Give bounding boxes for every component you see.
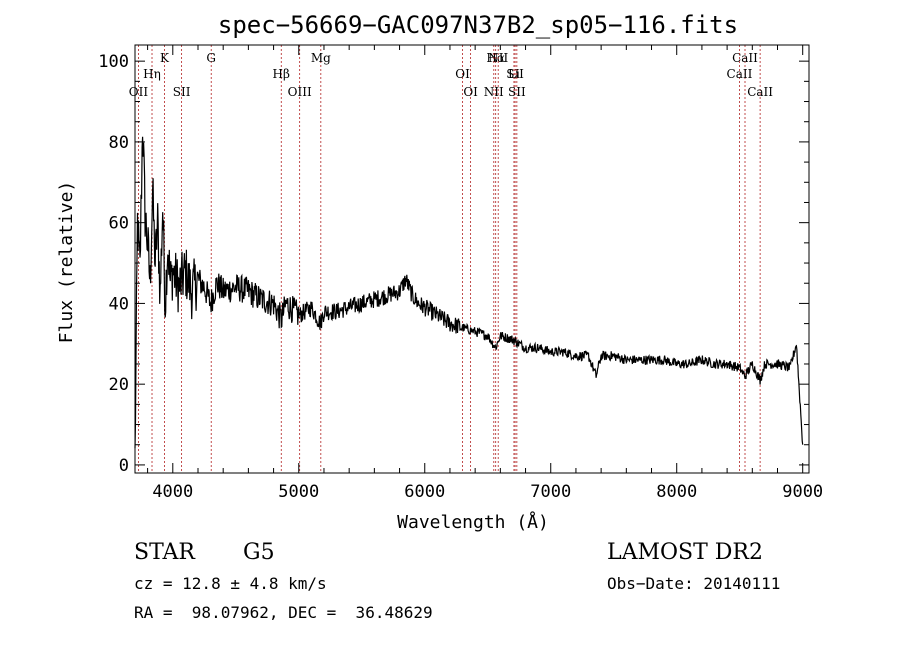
spectral-line-label: SII xyxy=(173,85,191,99)
spectral-line-label: K xyxy=(160,51,170,65)
spectral-line-label: OI xyxy=(463,85,478,99)
redshift-cz: cz = 12.8 ± 4.8 km/s xyxy=(134,574,327,593)
y-tick-label: 0 xyxy=(119,456,129,476)
x-tick-label: 5000 xyxy=(278,482,319,502)
y-tick-label: 60 xyxy=(109,214,129,234)
spectral-line-label: Li xyxy=(508,67,520,81)
y-tick-label: 40 xyxy=(109,294,129,314)
y-axis-label: Flux (relative) xyxy=(56,181,77,344)
spectral-line-label: Hβ xyxy=(273,67,290,81)
ra-dec-coordinates: RA = 98.07962, DEC = 36.48629 xyxy=(134,603,433,622)
y-tick-label: 80 xyxy=(109,133,129,153)
plot-frame xyxy=(134,44,810,474)
spectral-line-label: G xyxy=(206,51,216,65)
spectral-line-label: OI xyxy=(455,67,470,81)
y-tick-label: 20 xyxy=(109,375,129,395)
x-tick-label: 4000 xyxy=(152,482,193,502)
x-tick-label: 7000 xyxy=(530,482,571,502)
spectral-line-label: Hη xyxy=(143,67,161,81)
chart-title: spec−56669−GAC097N37B2_sp05−116.fits xyxy=(218,11,738,39)
spectral-line-label: CaII xyxy=(727,67,753,81)
spectral-line-label: CaII xyxy=(732,51,758,65)
spectral-line-label: Mg xyxy=(311,51,331,65)
survey-name: LAMOST DR2 xyxy=(607,540,763,565)
y-tick-label: 100 xyxy=(98,52,129,72)
x-tick-label: 8000 xyxy=(656,482,697,502)
object-class: STAR xyxy=(134,540,195,565)
spectral-line-label: NII xyxy=(484,85,504,99)
spectral-line-label: SII xyxy=(506,67,524,81)
spectral-line-label: CaII xyxy=(747,85,773,99)
spectral-line-label: NII xyxy=(488,51,508,65)
x-axis-label: Wavelength (Å) xyxy=(397,511,549,533)
spectral-line-label: OII xyxy=(129,85,149,99)
spectral-line-label: SII xyxy=(508,85,526,99)
x-tick-label: 6000 xyxy=(404,482,445,502)
object-subclass: G5 xyxy=(243,540,275,565)
x-tick-label: 9000 xyxy=(782,482,823,502)
spectrum-series-line xyxy=(134,136,804,449)
spectral-line-label: Hα xyxy=(486,51,505,65)
spectral-line-label: OIII xyxy=(288,85,312,99)
axis-ticks: 4000 5000 6000 7000 8000 9000 0 20 40 60 80 100 xyxy=(98,45,823,502)
observation-date: Obs−Date: 20140111 xyxy=(607,574,781,593)
